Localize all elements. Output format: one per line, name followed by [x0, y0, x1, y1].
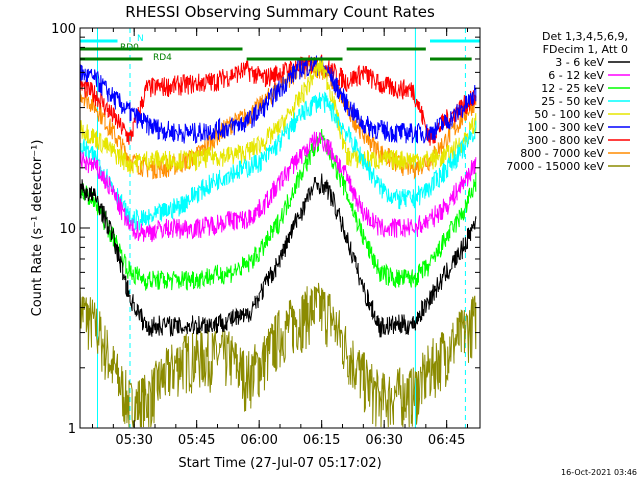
series-line-4 — [80, 57, 477, 174]
x-tick-label: 05:45 — [178, 433, 215, 448]
series-line-3 — [80, 91, 477, 231]
legend-header-line: FDecim 1, Att 0 — [543, 43, 628, 56]
series-line-8 — [80, 282, 477, 428]
series-line-1 — [80, 131, 477, 243]
legend-entry-label: 300 - 800 keV — [527, 134, 604, 147]
plot-area — [80, 28, 480, 428]
series-line-6 — [80, 54, 477, 146]
legend-entry-label: 50 - 100 keV — [534, 108, 604, 121]
flag-label-n: N — [137, 34, 144, 44]
x-tick-label: 06:15 — [303, 433, 340, 448]
series-line-0 — [80, 173, 477, 338]
legend-entry-label: 100 - 300 keV — [527, 121, 604, 134]
x-axis-label: Start Time (27-Jul-07 05:17:02) — [178, 456, 381, 471]
y-tick-label: 10 — [59, 222, 76, 237]
x-axis: 05:30 05:45 06:00 06:15 06:30 06:45 — [92, 28, 468, 448]
series-line-5 — [80, 55, 477, 144]
flag-label-rd4: RD4 — [153, 53, 172, 63]
chart-title: RHESSI Observing Summary Count Rates — [125, 3, 435, 21]
legend: Det 1,3,4,5,6,9,FDecim 1, Att 03 - 6 keV… — [506, 30, 630, 173]
legend-entry-label: 800 - 7000 keV — [520, 147, 604, 160]
legend-entry-label: 7000 - 15000 keV — [506, 160, 604, 173]
y-tick-label: 100 — [51, 22, 76, 37]
flag-label-rd0: RD0 — [120, 43, 139, 53]
legend-entry-label: 12 - 25 keV — [541, 82, 604, 95]
x-tick-label: 06:00 — [240, 433, 277, 448]
legend-header-line: Det 1,3,4,5,6,9, — [542, 30, 628, 43]
legend-entry-label: 6 - 12 keV — [548, 69, 604, 82]
footer-timestamp: 16-Oct-2021 03:46 — [561, 468, 637, 477]
y-tick-label: 1 — [68, 422, 76, 437]
y-axis: 1 10 100 — [51, 22, 480, 437]
x-tick-label: 05:30 — [115, 433, 152, 448]
y-axis-label: Count Rate (s⁻¹ detector⁻¹) — [30, 140, 45, 317]
legend-entry-label: 3 - 6 keV — [555, 56, 604, 69]
legend-entry-label: 25 - 50 keV — [541, 95, 604, 108]
x-tick-label: 06:30 — [365, 433, 402, 448]
series-line-2 — [80, 128, 477, 291]
x-tick-label: 06:45 — [428, 433, 465, 448]
